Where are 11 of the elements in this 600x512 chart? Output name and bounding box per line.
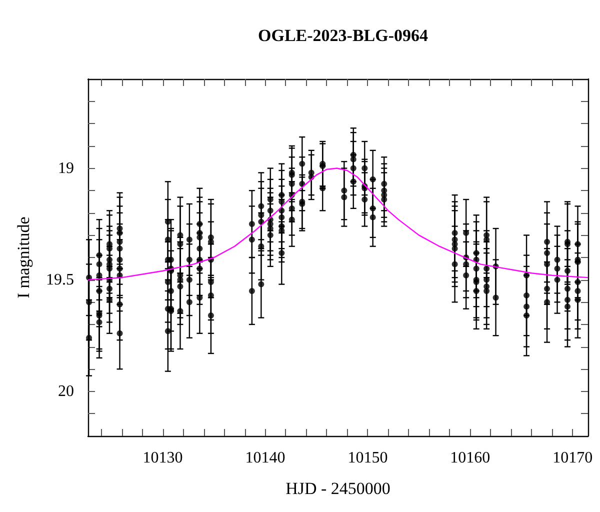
x-tick-label: 10140 — [245, 450, 286, 466]
y-tick-label: 19 — [58, 160, 74, 177]
y-tick-label: 19.5 — [46, 271, 74, 288]
x-tick-label: 10170 — [552, 450, 593, 466]
x-tick-label: 10130 — [142, 450, 183, 466]
x-tick-label: 10150 — [348, 450, 388, 466]
x-tick-label: 10160 — [450, 450, 490, 466]
chart-title: OGLE-2023-BLG-0964 — [258, 26, 428, 45]
x-axis-title: HJD - 2450000 — [286, 479, 390, 498]
y-tick-label: 20 — [58, 382, 74, 400]
y-axis-title: I magnitude — [14, 216, 33, 298]
